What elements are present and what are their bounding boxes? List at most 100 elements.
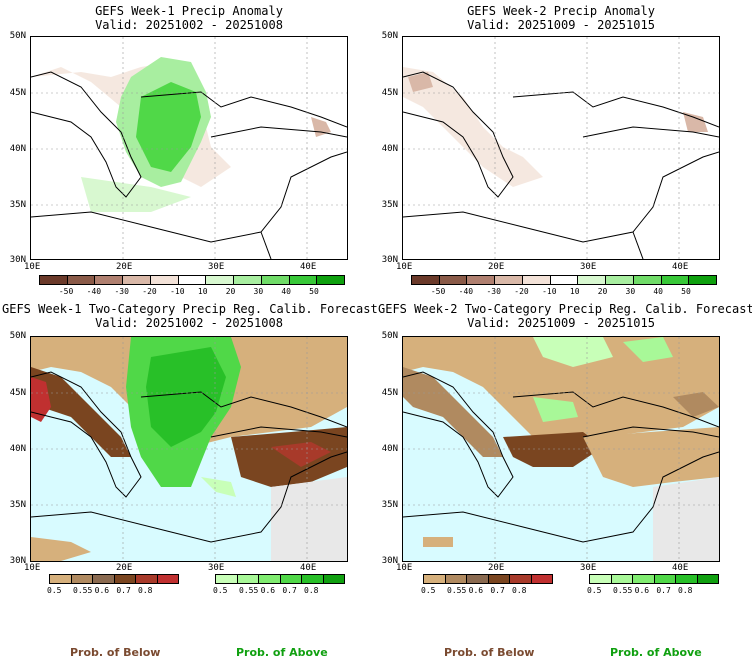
colorbar-tick-label: 20	[225, 287, 236, 296]
p1-lat-50n: 50N	[9, 31, 26, 41]
colorbar-swatch	[578, 276, 607, 284]
p4-lon-30e: 30E	[580, 563, 597, 573]
colorbar-swatch	[590, 575, 612, 583]
panel1-map	[30, 36, 348, 260]
colorbar-tick-label: 0.5	[47, 586, 62, 595]
colorbar-swatch	[676, 575, 698, 583]
panel3-title: GEFS Week-1 Two-Category Precip Reg. Cal…	[2, 302, 378, 316]
colorbar-swatch	[95, 276, 124, 284]
p2-lat-40n: 40N	[381, 144, 398, 154]
colorbar-tick-label: 30	[625, 287, 636, 296]
p3-lon-20e: 20E	[116, 563, 133, 573]
p2-lon-40e: 40E	[672, 262, 689, 272]
colorbar-tick-label: -10	[542, 287, 557, 296]
colorbar-swatch	[697, 575, 718, 583]
panel3-map	[30, 336, 348, 562]
colorbar-swatch	[531, 575, 552, 583]
colorbar-tick-label: -30	[486, 287, 501, 296]
p1-lat-40n: 40N	[9, 144, 26, 154]
above-colorbar	[215, 574, 345, 584]
p1-lat-30n: 30N	[9, 255, 26, 265]
p3-lat-30n: 30N	[9, 556, 26, 566]
colorbar-swatch	[150, 276, 179, 284]
colorbar-tick-label: 0.55	[613, 586, 633, 595]
p3-lat-50n: 50N	[9, 331, 26, 341]
colorbar-swatch	[71, 575, 93, 583]
p4-lon-40e: 40E	[672, 563, 689, 573]
colorbar-tick-label: 0.7	[116, 586, 131, 595]
p1-lat-45n: 45N	[9, 88, 26, 98]
colorbar-tick-label: 50	[681, 287, 691, 296]
p4-lon-10e: 10E	[396, 563, 413, 573]
colorbar-tick-label: 0.5	[213, 586, 228, 595]
colorbar-swatch	[259, 575, 281, 583]
p3-lon-10e: 10E	[24, 563, 41, 573]
p2-lon-10e: 10E	[396, 262, 413, 272]
colorbar-tick-label: 40	[281, 287, 291, 296]
panel4-title: GEFS Week-2 Two-Category Precip Reg. Cal…	[378, 302, 752, 316]
colorbar-tick-label: 0.7	[656, 586, 671, 595]
colorbar-swatch	[216, 575, 238, 583]
colorbar-tick-label: 0.7	[282, 586, 297, 595]
panel2-map	[402, 36, 720, 260]
colorbar-tick-label: -40	[86, 287, 102, 296]
colorbar-tick-label: 0.55	[239, 586, 259, 595]
p4-lat-40n: 40N	[381, 444, 398, 454]
colorbar-swatch	[550, 276, 579, 284]
p3-lon-30e: 30E	[208, 563, 225, 573]
colorbar-tick-label: -40	[458, 287, 474, 296]
p2-lat-30n: 30N	[381, 255, 398, 265]
colorbar-swatch	[178, 276, 207, 284]
colorbar-tick-label: 0.55	[447, 586, 467, 595]
colorbar-swatch	[234, 276, 262, 284]
colorbar-swatch	[633, 276, 662, 284]
colorbar-swatch	[93, 575, 115, 583]
colorbar-swatch	[302, 575, 324, 583]
colorbar-swatch	[606, 276, 634, 284]
anomaly-colorbar	[411, 275, 717, 285]
colorbar-tick-label: 0.6	[634, 586, 650, 595]
colorbar-swatch	[123, 276, 151, 284]
colorbar-swatch	[67, 276, 96, 284]
panel1-valid: Valid: 20251002 - 20251008	[95, 18, 283, 32]
p2-lon-20e: 20E	[488, 262, 505, 272]
colorbar-tick-label: -20	[514, 287, 529, 296]
p1-lon-40e: 40E	[300, 262, 317, 272]
colorbar-tick-label: 0.8	[512, 586, 527, 595]
colorbar-swatch	[611, 575, 633, 583]
panel2-title: GEFS Week-2 Precip Anomaly	[467, 4, 655, 18]
prob-below-label: Prob. of Below	[70, 646, 161, 659]
colorbar-swatch	[114, 575, 136, 583]
panel1-title: GEFS Week-1 Precip Anomaly	[95, 4, 283, 18]
colorbar-tick-label: 0.8	[138, 586, 153, 595]
panel4-valid: Valid: 20251009 - 20251015	[467, 316, 655, 330]
p1-lon-10e: 10E	[24, 262, 41, 272]
p4-lat-45n: 45N	[381, 388, 398, 398]
colorbar-swatch	[522, 276, 551, 284]
colorbar-tick-label: 0.8	[304, 586, 319, 595]
p2-lon-30e: 30E	[580, 262, 597, 272]
colorbar-swatch	[689, 276, 717, 284]
panel2-valid: Valid: 20251009 - 20251015	[467, 18, 655, 32]
p3-lat-35n: 35N	[9, 500, 26, 510]
colorbar-swatch	[289, 276, 318, 284]
colorbar-swatch	[445, 575, 467, 583]
colorbar-swatch	[40, 276, 68, 284]
colorbar-swatch	[412, 276, 440, 284]
colorbar-swatch	[495, 276, 523, 284]
colorbar-swatch	[488, 575, 510, 583]
colorbar-tick-label: 0.5	[421, 586, 436, 595]
colorbar-swatch	[424, 575, 446, 583]
p1-lat-35n: 35N	[9, 200, 26, 210]
colorbar-tick-label: -20	[142, 287, 157, 296]
colorbar-swatch	[633, 575, 655, 583]
colorbar-swatch	[323, 575, 344, 583]
p4-lat-30n: 30N	[381, 556, 398, 566]
p1-lon-30e: 30E	[208, 262, 225, 272]
p1-lon-20e: 20E	[116, 262, 133, 272]
panel4-map	[402, 336, 720, 562]
colorbar-swatch	[261, 276, 290, 284]
p2-lat-45n: 45N	[381, 88, 398, 98]
colorbar-tick-label: 20	[597, 287, 608, 296]
colorbar-tick-label: -50	[58, 287, 74, 296]
